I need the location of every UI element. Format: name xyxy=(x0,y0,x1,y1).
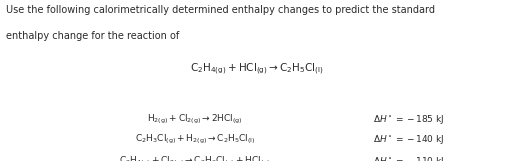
Text: $\Delta H^\circ = -110\ \mathrm{kJ}$: $\Delta H^\circ = -110\ \mathrm{kJ}$ xyxy=(373,155,444,161)
Text: $\Delta H^\circ = -140\ \mathrm{kJ}$: $\Delta H^\circ = -140\ \mathrm{kJ}$ xyxy=(373,133,444,146)
Text: Use the following calorimetrically determined enthalpy changes to predict the st: Use the following calorimetrically deter… xyxy=(6,5,435,15)
Text: enthalpy change for the reaction of: enthalpy change for the reaction of xyxy=(6,31,179,41)
Text: $\Delta H^\circ = -185\ \mathrm{kJ}$: $\Delta H^\circ = -185\ \mathrm{kJ}$ xyxy=(373,113,444,126)
Text: $\mathrm{C_2H_3Cl_{(g)} + H_{2(g)} \rightarrow C_2H_5Cl_{(l)}}$: $\mathrm{C_2H_3Cl_{(g)} + H_{2(g)} \righ… xyxy=(135,133,255,146)
Text: $\mathrm{C_2H_{4(g)} + Cl_{2(g)} \rightarrow C_2H_3Cl_{(g)} + HCl_{(g)}}$: $\mathrm{C_2H_{4(g)} + Cl_{2(g)} \righta… xyxy=(119,155,271,161)
Text: $\mathrm{H_{2(g)} + Cl_{2(g)} \rightarrow 2HCl_{(g)}}$: $\mathrm{H_{2(g)} + Cl_{2(g)} \rightarro… xyxy=(148,113,243,126)
Text: $\mathrm{C_2H_{4(g)} + HCl_{(g)} \rightarrow C_2H_5Cl_{(l)}}$: $\mathrm{C_2H_{4(g)} + HCl_{(g)} \righta… xyxy=(190,61,324,77)
